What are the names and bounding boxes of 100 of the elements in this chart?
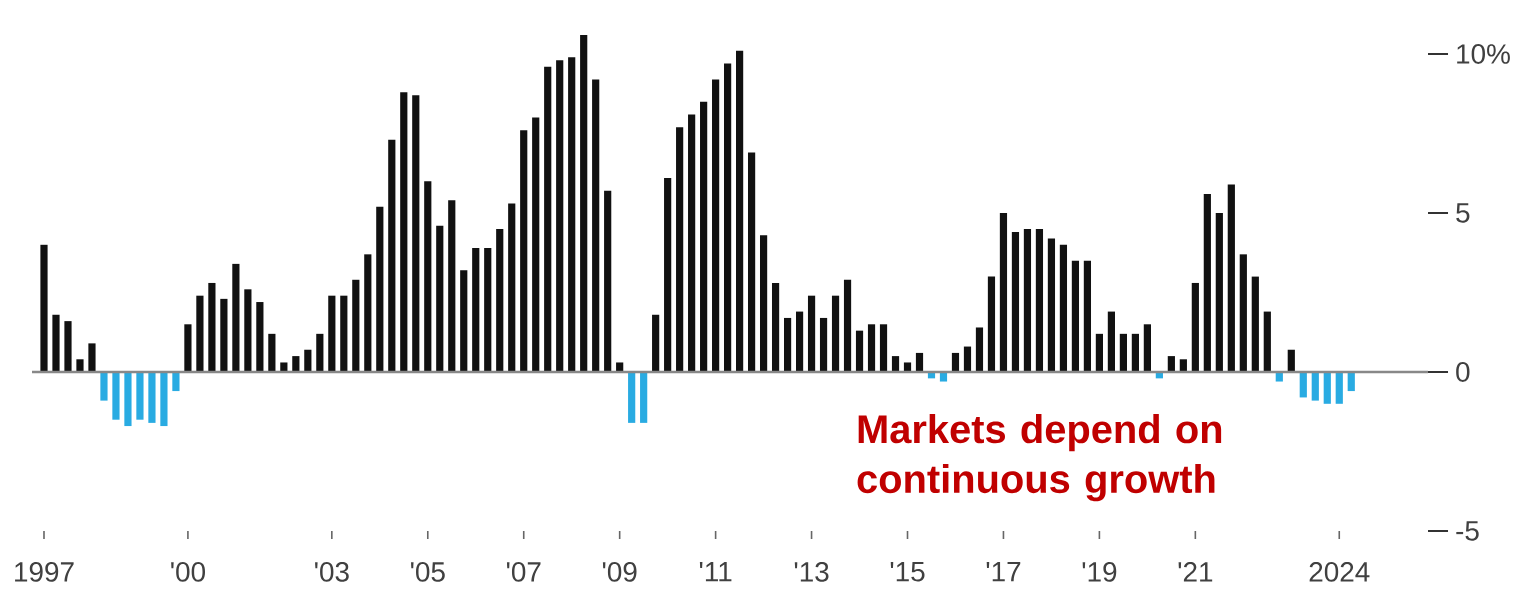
bar [340, 295, 348, 372]
bar [771, 282, 780, 372]
bar [891, 356, 900, 372]
bar [244, 289, 252, 372]
bar [148, 372, 156, 423]
bar [1119, 333, 1127, 372]
bar [1203, 193, 1211, 372]
bar [64, 321, 72, 372]
bar [184, 324, 192, 372]
bar [939, 372, 948, 382]
bar [1311, 372, 1319, 401]
bar [1071, 260, 1080, 372]
x-tick-label: '13 [794, 562, 829, 582]
x-tick-label: '21 [1178, 562, 1213, 582]
bar [388, 139, 396, 372]
bar [124, 372, 132, 427]
bar [867, 324, 876, 372]
bar [843, 279, 852, 372]
bar [1275, 372, 1283, 382]
bar [676, 127, 684, 372]
bar [1023, 228, 1032, 372]
bar [724, 63, 732, 372]
y-tick-label: 5 [1456, 203, 1470, 223]
bar [328, 295, 336, 372]
x-tick-label: 2024 [1309, 562, 1370, 582]
bar [76, 359, 84, 372]
bar [616, 362, 624, 372]
bar [831, 295, 840, 372]
bar [364, 254, 372, 372]
bar [736, 50, 744, 372]
bar [88, 343, 96, 372]
y-tick-label: 10% [1457, 44, 1510, 64]
bar [160, 372, 168, 427]
bar [652, 314, 660, 372]
bar [664, 178, 672, 372]
bar [1191, 282, 1199, 372]
bar [987, 276, 996, 372]
bar [232, 263, 240, 372]
bar [1047, 238, 1056, 372]
bar [316, 333, 324, 372]
bar [208, 282, 216, 372]
bar [460, 270, 468, 372]
bar [556, 60, 564, 372]
x-tick-label: '07 [506, 562, 541, 582]
bar [1251, 276, 1259, 372]
bar [112, 372, 120, 420]
bar [951, 352, 960, 372]
bar [1035, 228, 1044, 372]
x-tick-label: '15 [890, 562, 925, 582]
bar [999, 212, 1008, 372]
bar [903, 362, 912, 372]
bar [1083, 260, 1092, 372]
bar [807, 295, 816, 372]
bar [448, 200, 456, 372]
x-tick-label: '09 [602, 562, 637, 582]
bar [304, 349, 312, 372]
bar [640, 372, 648, 423]
bar [1227, 184, 1235, 372]
bar [1263, 311, 1271, 372]
y-tick-label: -5 [1456, 521, 1479, 541]
bar [544, 66, 552, 372]
bar [819, 317, 828, 372]
bar [1179, 359, 1187, 372]
bar [400, 92, 408, 372]
bar [759, 235, 768, 372]
bar [196, 295, 204, 372]
x-tick-label: '17 [986, 562, 1021, 582]
bar [963, 346, 972, 372]
bar [1131, 333, 1139, 372]
bar [472, 247, 480, 372]
bar [532, 117, 540, 372]
bar [1011, 232, 1020, 372]
annotation: Markets depend on continuous growth [857, 414, 1222, 502]
bar [795, 311, 804, 372]
bar [1299, 372, 1307, 398]
bar [280, 362, 288, 372]
bar [855, 330, 864, 372]
bar [136, 372, 144, 420]
bar [100, 372, 108, 401]
bar [879, 324, 888, 372]
x-tick-label: '11 [699, 562, 732, 582]
bar [52, 314, 60, 372]
bar [1323, 372, 1331, 404]
bar [1095, 333, 1103, 372]
bar [220, 298, 228, 372]
bar [292, 356, 300, 372]
bar [172, 372, 180, 392]
bar [975, 327, 984, 372]
x-tick-label: 1997 [15, 562, 74, 582]
bar [496, 228, 504, 372]
bar [1143, 324, 1151, 372]
bar [520, 130, 528, 372]
bar [712, 79, 720, 372]
bar [1059, 244, 1068, 372]
bar [604, 190, 612, 372]
bar [580, 34, 588, 372]
y-tick-label: 0 [1456, 362, 1470, 382]
bar [412, 95, 420, 372]
bar [688, 114, 696, 372]
x-tick-label: '00 [171, 562, 206, 582]
